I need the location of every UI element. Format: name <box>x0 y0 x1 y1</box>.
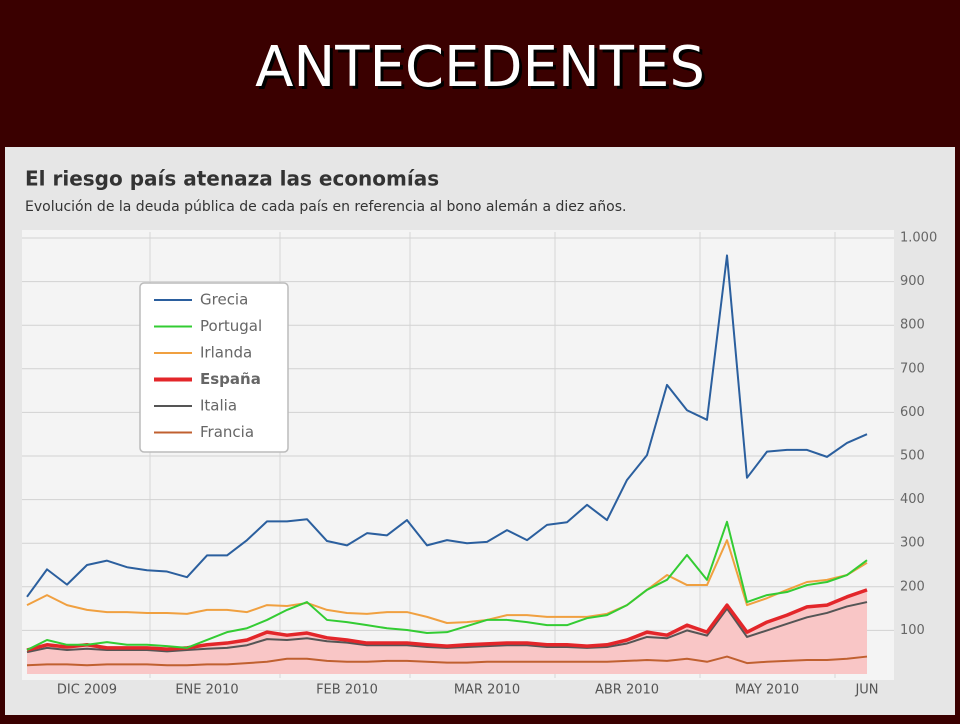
x-tick-label: FEB 2010 <box>316 683 378 698</box>
legend-label: Portugal <box>200 317 262 335</box>
x-tick-label: ENE 2010 <box>175 683 238 698</box>
y-tick-label: 1.000 <box>900 231 937 246</box>
y-tick-label: 800 <box>900 318 925 333</box>
series-line <box>26 520 868 651</box>
legend-box <box>139 282 289 453</box>
legend-label: Francia <box>200 423 254 441</box>
series-line <box>26 254 868 598</box>
y-tick-label: 400 <box>900 492 925 507</box>
series-area <box>27 589 867 674</box>
series-line <box>26 539 868 624</box>
legend-label: España <box>200 370 261 388</box>
y-tick-label: 200 <box>900 579 925 594</box>
legend-label: Grecia <box>200 291 248 309</box>
y-tick-label: 500 <box>900 449 925 464</box>
legend-label: Italia <box>200 397 237 415</box>
banner <box>0 0 960 145</box>
x-tick-label: JUN <box>854 683 878 698</box>
chart-subtitle: Evolución de la deuda pública de cada pa… <box>25 199 626 215</box>
legend-label: Irlanda <box>200 344 252 362</box>
x-tick-label: MAY 2010 <box>735 683 799 698</box>
slide-title: ANTECEDENTES <box>255 35 705 100</box>
legend: Grecia Portugal Irlanda España Italia Francia <box>139 282 289 453</box>
y-tick-label: 700 <box>900 361 925 376</box>
y-tick-label: 100 <box>900 623 925 638</box>
series-line <box>26 655 868 667</box>
series-line <box>26 588 868 652</box>
slide-title-shadow: ANTECEDENTES <box>258 38 708 103</box>
chart-title: El riesgo país atenaza las economías <box>25 167 439 191</box>
y-tick-label: 900 <box>900 274 925 289</box>
x-tick-label: DIC 2009 <box>57 683 117 698</box>
x-tick-label: MAR 2010 <box>454 683 520 698</box>
x-tick-label: ABR 2010 <box>595 683 659 698</box>
y-tick-label: 600 <box>900 405 925 420</box>
y-tick-label: 300 <box>900 536 925 551</box>
plot <box>26 254 868 674</box>
